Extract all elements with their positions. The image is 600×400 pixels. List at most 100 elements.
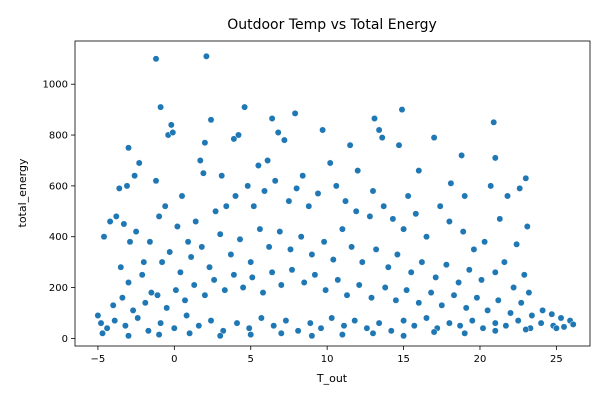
plot-frame (74, 40, 591, 347)
data-point (343, 291, 351, 299)
data-point (144, 327, 152, 335)
data-point (247, 258, 255, 266)
data-point (400, 317, 408, 325)
data-point (548, 310, 556, 318)
data-point (398, 106, 406, 114)
x-tick-label: 5 (248, 354, 254, 365)
data-point (268, 115, 276, 122)
data-point (280, 136, 288, 144)
data-point (328, 314, 336, 322)
data-point (99, 329, 106, 337)
data-point (430, 328, 438, 336)
data-point (481, 238, 489, 246)
data-point (257, 314, 265, 322)
data-point (254, 162, 262, 169)
data-point (233, 319, 241, 327)
data-point (134, 314, 142, 322)
data-point (384, 263, 392, 271)
data-point (308, 332, 316, 340)
data-point (230, 135, 238, 143)
data-point (375, 319, 383, 327)
data-point (504, 192, 511, 200)
data-point (484, 306, 492, 314)
data-point (244, 182, 252, 190)
data-point (456, 322, 464, 330)
data-point (366, 212, 374, 220)
data-point (288, 266, 296, 274)
data-point (352, 207, 360, 215)
data-point (155, 331, 163, 339)
data-point (528, 312, 536, 319)
data-point (338, 331, 346, 339)
data-point (513, 240, 521, 248)
data-point (400, 225, 408, 233)
data-point (462, 304, 470, 312)
data-point (163, 304, 171, 312)
data-point (146, 238, 154, 246)
data-point (135, 159, 143, 167)
data-point (355, 281, 363, 289)
data-point (299, 172, 307, 180)
data-point (395, 141, 403, 149)
data-point (247, 331, 255, 339)
data-point (199, 169, 207, 177)
data-point (216, 230, 224, 238)
data-point (447, 179, 455, 187)
data-point (202, 52, 210, 60)
data-point (183, 312, 191, 319)
data-point (167, 121, 175, 129)
data-point (470, 245, 478, 253)
data-point (491, 268, 499, 276)
data-point (500, 258, 508, 266)
data-point (112, 212, 120, 220)
data-point (154, 291, 161, 299)
data-point (458, 151, 466, 159)
data-point (212, 207, 220, 215)
data-point (125, 279, 132, 286)
data-point (560, 323, 568, 331)
data-point (178, 192, 186, 200)
data-point (300, 279, 308, 286)
data-point (232, 192, 239, 200)
data-point (170, 324, 178, 332)
data-point (111, 317, 119, 325)
data-point (132, 228, 140, 236)
data-point (450, 291, 458, 299)
y-axis-ticks: 0 200 400 600 800 1000 (43, 80, 75, 345)
data-point (285, 197, 293, 205)
x-axis-label: T_out (316, 372, 348, 385)
x-tick-label: −5 (91, 354, 106, 365)
data-point (161, 202, 169, 210)
y-tick-label: 0 (62, 334, 68, 345)
x-axis-ticks: −5 0 5 10 15 20 25 (91, 346, 563, 365)
data-point (192, 218, 200, 225)
data-point (97, 319, 105, 327)
data-point (106, 218, 114, 225)
data-point (123, 182, 131, 190)
data-point (297, 233, 305, 241)
data-point (445, 319, 453, 327)
data-point (308, 251, 316, 258)
data-point (195, 322, 203, 330)
data-point (157, 103, 165, 111)
data-point (166, 248, 174, 256)
data-point (478, 276, 485, 284)
data-point (236, 235, 244, 243)
data-point (322, 286, 330, 294)
data-point (320, 238, 328, 246)
data-point (380, 202, 388, 210)
data-point (351, 317, 359, 325)
data-point (368, 294, 375, 302)
data-point (201, 139, 209, 147)
data-point (334, 276, 342, 284)
data-point (557, 314, 565, 322)
data-point (158, 258, 166, 266)
data-point (378, 134, 386, 142)
data-point (522, 326, 530, 333)
data-point (210, 276, 218, 284)
data-point (201, 291, 209, 299)
data-point (291, 109, 299, 117)
data-point (517, 299, 525, 307)
data-point (539, 306, 547, 314)
